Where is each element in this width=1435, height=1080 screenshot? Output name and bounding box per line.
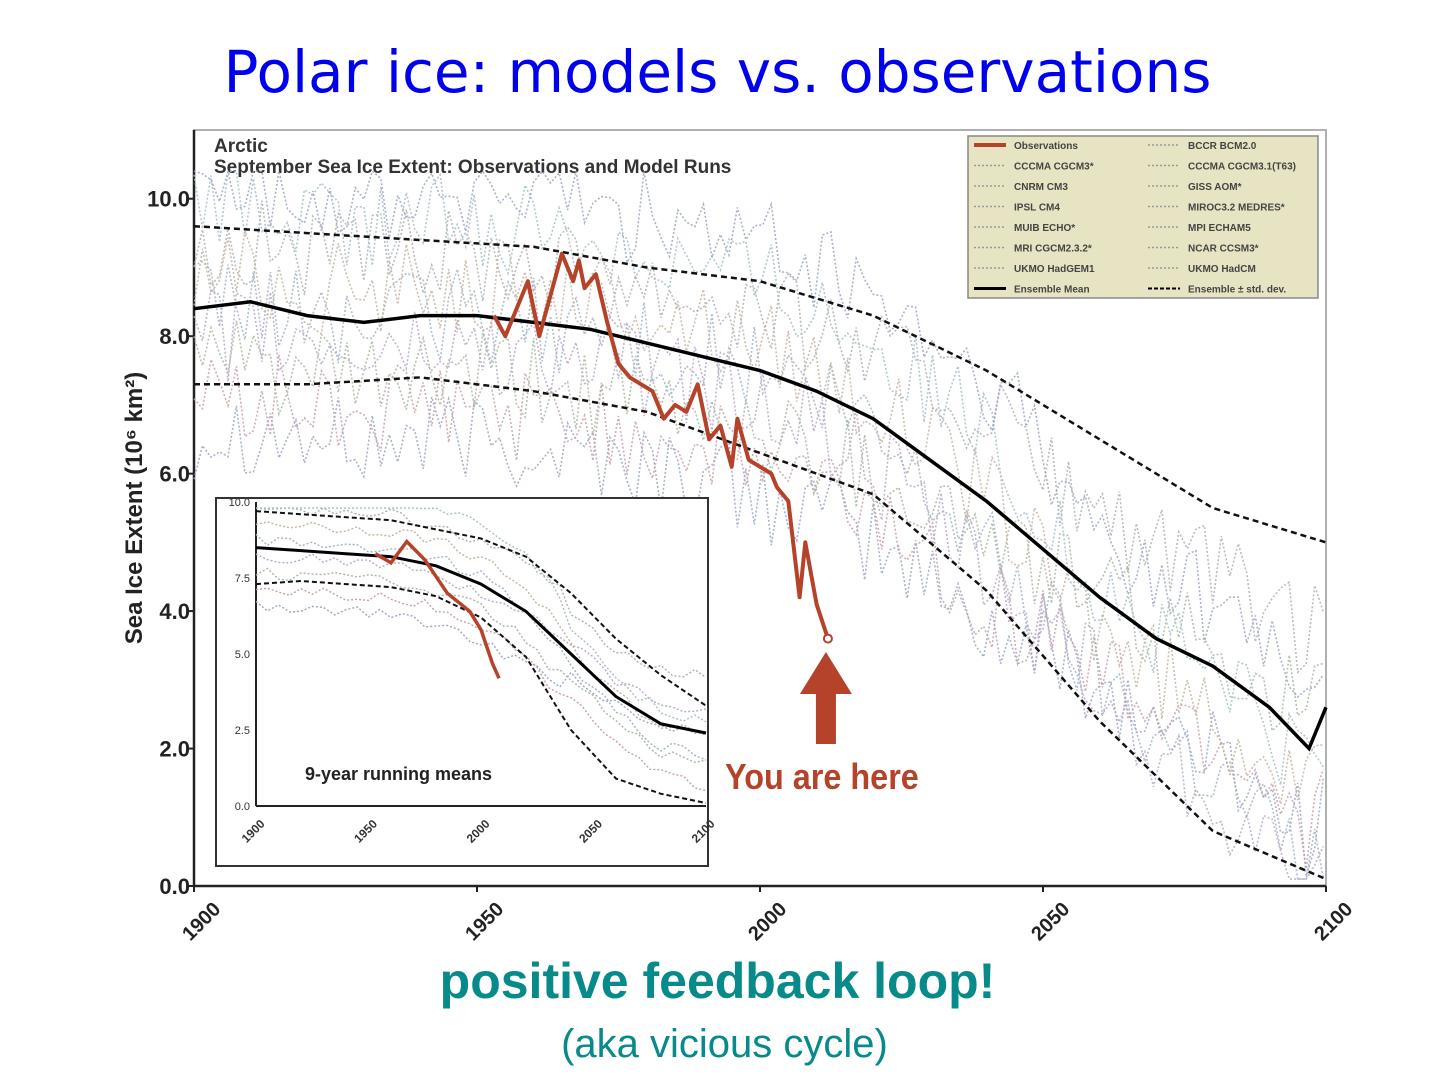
inset-observations-line (374, 538, 501, 680)
inset-y-tick-label: 7.5 (235, 573, 250, 585)
legend-label: UKMO HadCM (1188, 264, 1256, 275)
legend-label: CCCMA CGCM3.1(T63) (1188, 162, 1296, 173)
x-tick-label: 2000 (744, 898, 791, 945)
legend-label: MIROC3.2 MEDRES* (1188, 203, 1285, 214)
inset-y-tick-label: 2.5 (235, 725, 250, 737)
ensemble-lower-line (194, 376, 1327, 881)
model-run-line (193, 320, 1324, 733)
annotation: You are here (725, 652, 919, 797)
x-tick-label: 1900 (178, 898, 225, 945)
model-run-line (193, 200, 1324, 674)
observation-end-point (822, 633, 833, 644)
chart-title: September Sea Ice Extent: Observations a… (214, 157, 731, 178)
x-tick-label: 1950 (461, 898, 508, 945)
legend-label: MRI CGCM2.3.2* (1014, 244, 1092, 255)
inset-y-tick-label: 10.0 (229, 497, 250, 509)
inset-model-run-line (256, 507, 707, 723)
inset-model-run-line (255, 600, 707, 734)
inset-ensemble-upper-line (255, 510, 707, 707)
inset-ensemble-lower-line (255, 579, 707, 804)
ensemble-mean-line (193, 300, 1328, 752)
y-tick-label: 10.0 (147, 187, 190, 212)
x-tick-label: 2050 (1027, 898, 1074, 945)
legend-label: UKMO HadGEM1 (1014, 264, 1095, 275)
inset-y-tick-label: 5.0 (235, 649, 250, 661)
model-run-line (193, 230, 1324, 805)
inset-model-run-line (255, 567, 707, 764)
x-tick-label: 2100 (1310, 898, 1357, 945)
you-are-here-label: You are here (725, 757, 919, 797)
y-axis-label: Sea Ice Extent (10⁶ km²) (121, 372, 148, 645)
model-run-line (193, 260, 1324, 880)
inset-ensemble-mean-line (255, 546, 707, 735)
legend-label: IPSL CM4 (1014, 203, 1060, 214)
inset-y-tick-label: 0.0 (235, 801, 250, 813)
legend-label: CCCMA CGCM3* (1014, 162, 1094, 173)
inset-frame (215, 497, 709, 867)
legend-label: Ensemble Mean (1014, 285, 1090, 296)
caption-main: positive feedback loop! (439, 953, 996, 1009)
inset-model-run-line (255, 587, 707, 792)
inset-model-run-line (255, 553, 707, 713)
chart-region-label: Arctic (214, 136, 268, 157)
caption-sub: (aka vicious cycle) (561, 1022, 888, 1066)
legend-label: CNRM CM3 (1014, 182, 1068, 193)
model-run-line (193, 169, 1324, 699)
you-are-here-arrow (799, 652, 852, 744)
legend-label: BCCR BCM2.0 (1188, 141, 1257, 152)
legend-label: MUIB ECHO* (1014, 223, 1075, 234)
legend-label: Ensemble ± std. dev. (1188, 285, 1286, 296)
legend-label: NCAR CCSM3* (1188, 244, 1259, 255)
y-tick-label: 0.0 (159, 874, 190, 899)
legend-label: MPI ECHAM5 (1188, 223, 1251, 234)
y-tick-label: 8.0 (159, 324, 190, 349)
y-tick-label: 6.0 (159, 462, 190, 487)
legend-box (967, 135, 1319, 299)
ensemble-upper-line (193, 224, 1327, 544)
legend-label: GISS AOM* (1188, 182, 1242, 193)
model-run-line (193, 170, 1324, 786)
model-run-line (193, 288, 1324, 880)
y-tick-label: 2.0 (159, 737, 190, 762)
inset-title: 9-year running means (305, 764, 492, 784)
inset-model-run-line (255, 533, 707, 761)
observations-line (492, 251, 830, 640)
legend-label: Observations (1014, 141, 1078, 152)
legend: Observations BCCR BCM2.0 CCCMA CGCM3* CCCMA… (967, 135, 1319, 299)
slide-title: Polar ice: models vs. observations (223, 38, 1212, 106)
y-tick-label: 4.0 (159, 599, 190, 624)
